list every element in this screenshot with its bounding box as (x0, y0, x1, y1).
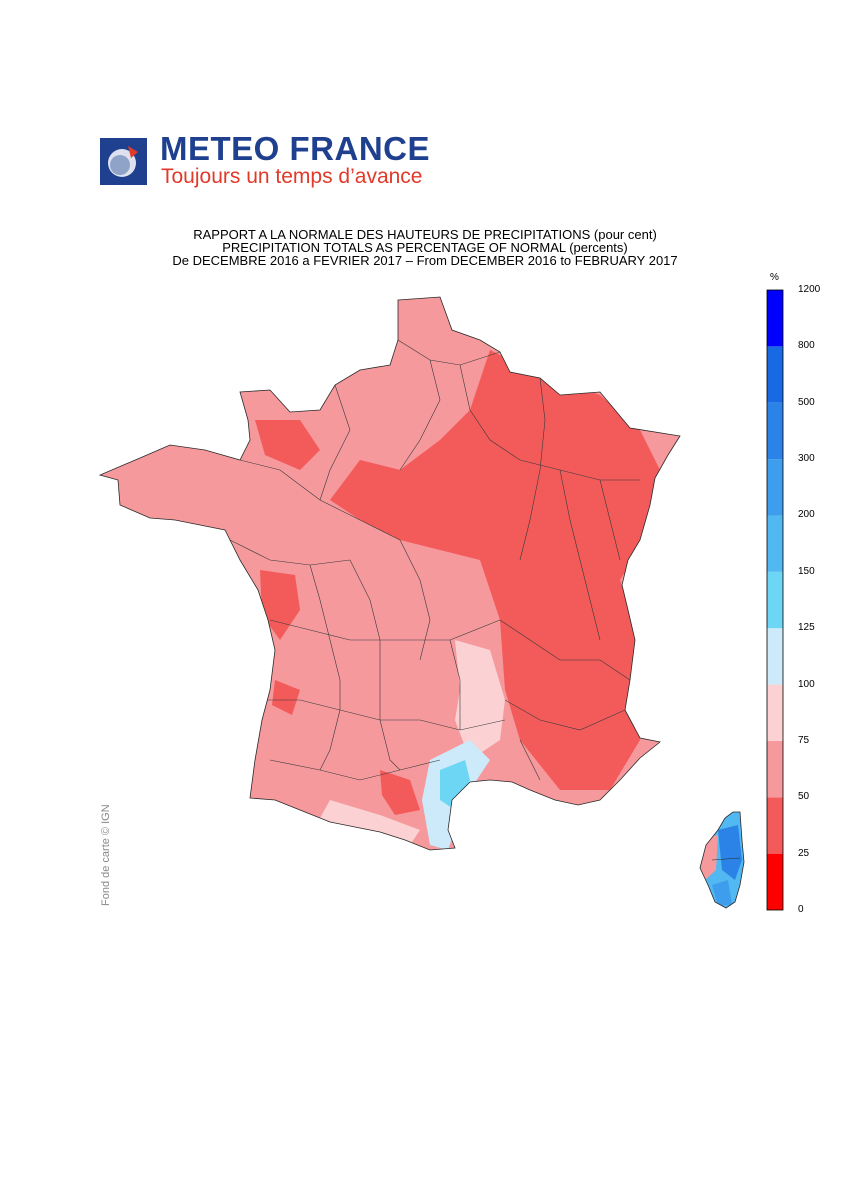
legend-tick-label: 200 (798, 509, 815, 521)
legend-tick-label: 150 (798, 565, 815, 577)
legend-bin-25-50 (767, 797, 783, 854)
meteo-france-logo (100, 138, 147, 185)
legend-tick-label: 50 (798, 791, 810, 803)
legend-bin-50-75 (767, 740, 783, 798)
legend-bin-100-125 (767, 628, 783, 685)
legend-unit: % (770, 272, 779, 283)
legend-tick-label: 500 (798, 396, 815, 408)
title-line-en: PRECIPITATION TOTALS AS PERCENTAGE OF NO… (222, 240, 628, 255)
corsica-inset (699, 811, 745, 909)
department-boundaries (199, 339, 640, 781)
map-credit: Fond de carte © IGN (100, 804, 112, 906)
legend-tick-label: 300 (798, 453, 815, 465)
legend-bin-200-300 (767, 459, 783, 516)
legend-tick-label: 75 (798, 734, 810, 746)
legend-bin-300-500 (767, 402, 783, 460)
title-line-period: De DECEMBRE 2016 a FEVRIER 2017 – From D… (172, 253, 678, 268)
legend-color-bar (766, 289, 784, 911)
legend-bin-125-150 (767, 571, 783, 629)
legend-bin-500-800 (767, 346, 783, 403)
legend-tick-label: 800 (798, 340, 815, 352)
legend-tick-label: 1200 (798, 284, 821, 295)
legend-bin-75-100 (767, 684, 783, 741)
brand-name: METEO FRANCE (160, 130, 430, 167)
legend-bin-150-200 (767, 515, 783, 572)
legend-tick-label: 25 (798, 847, 810, 859)
title-line-fr: RAPPORT A LA NORMALE DES HAUTEURS DE PRE… (193, 227, 657, 242)
legend-tick-label: 100 (798, 678, 815, 690)
legend-bin-800-1200 (767, 290, 783, 347)
legend-bin-0-25 (767, 853, 783, 910)
mainland-france (98, 296, 681, 851)
legend-tick-label: 0 (798, 904, 804, 915)
brand-tagline: Toujours un temps d’avance (161, 165, 423, 188)
legend-tick-label: 125 (798, 622, 815, 634)
map-title: RAPPORT A LA NORMALE DES HAUTEURS DE PRE… (100, 228, 750, 267)
legend-frame (766, 289, 784, 911)
